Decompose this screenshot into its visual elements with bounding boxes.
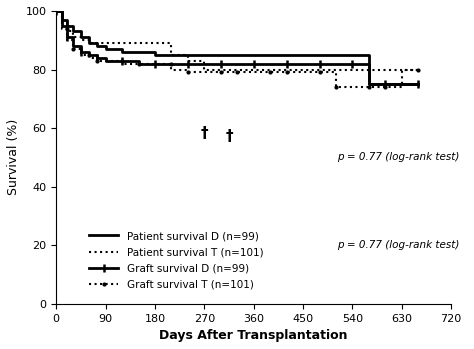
Text: †: † [201,126,208,141]
Y-axis label: Survival (%): Survival (%) [7,119,20,195]
Text: †: † [225,129,233,144]
Text: p = 0.77 (log-rank test): p = 0.77 (log-rank test) [337,240,459,250]
Text: p = 0.77 (log-rank test): p = 0.77 (log-rank test) [337,153,459,162]
Legend: Patient survival D (n=99), Patient survival T (n=101), Graft survival D (n=99), : Patient survival D (n=99), Patient survi… [89,231,263,290]
X-axis label: Days After Transplantation: Days After Transplantation [159,329,348,342]
